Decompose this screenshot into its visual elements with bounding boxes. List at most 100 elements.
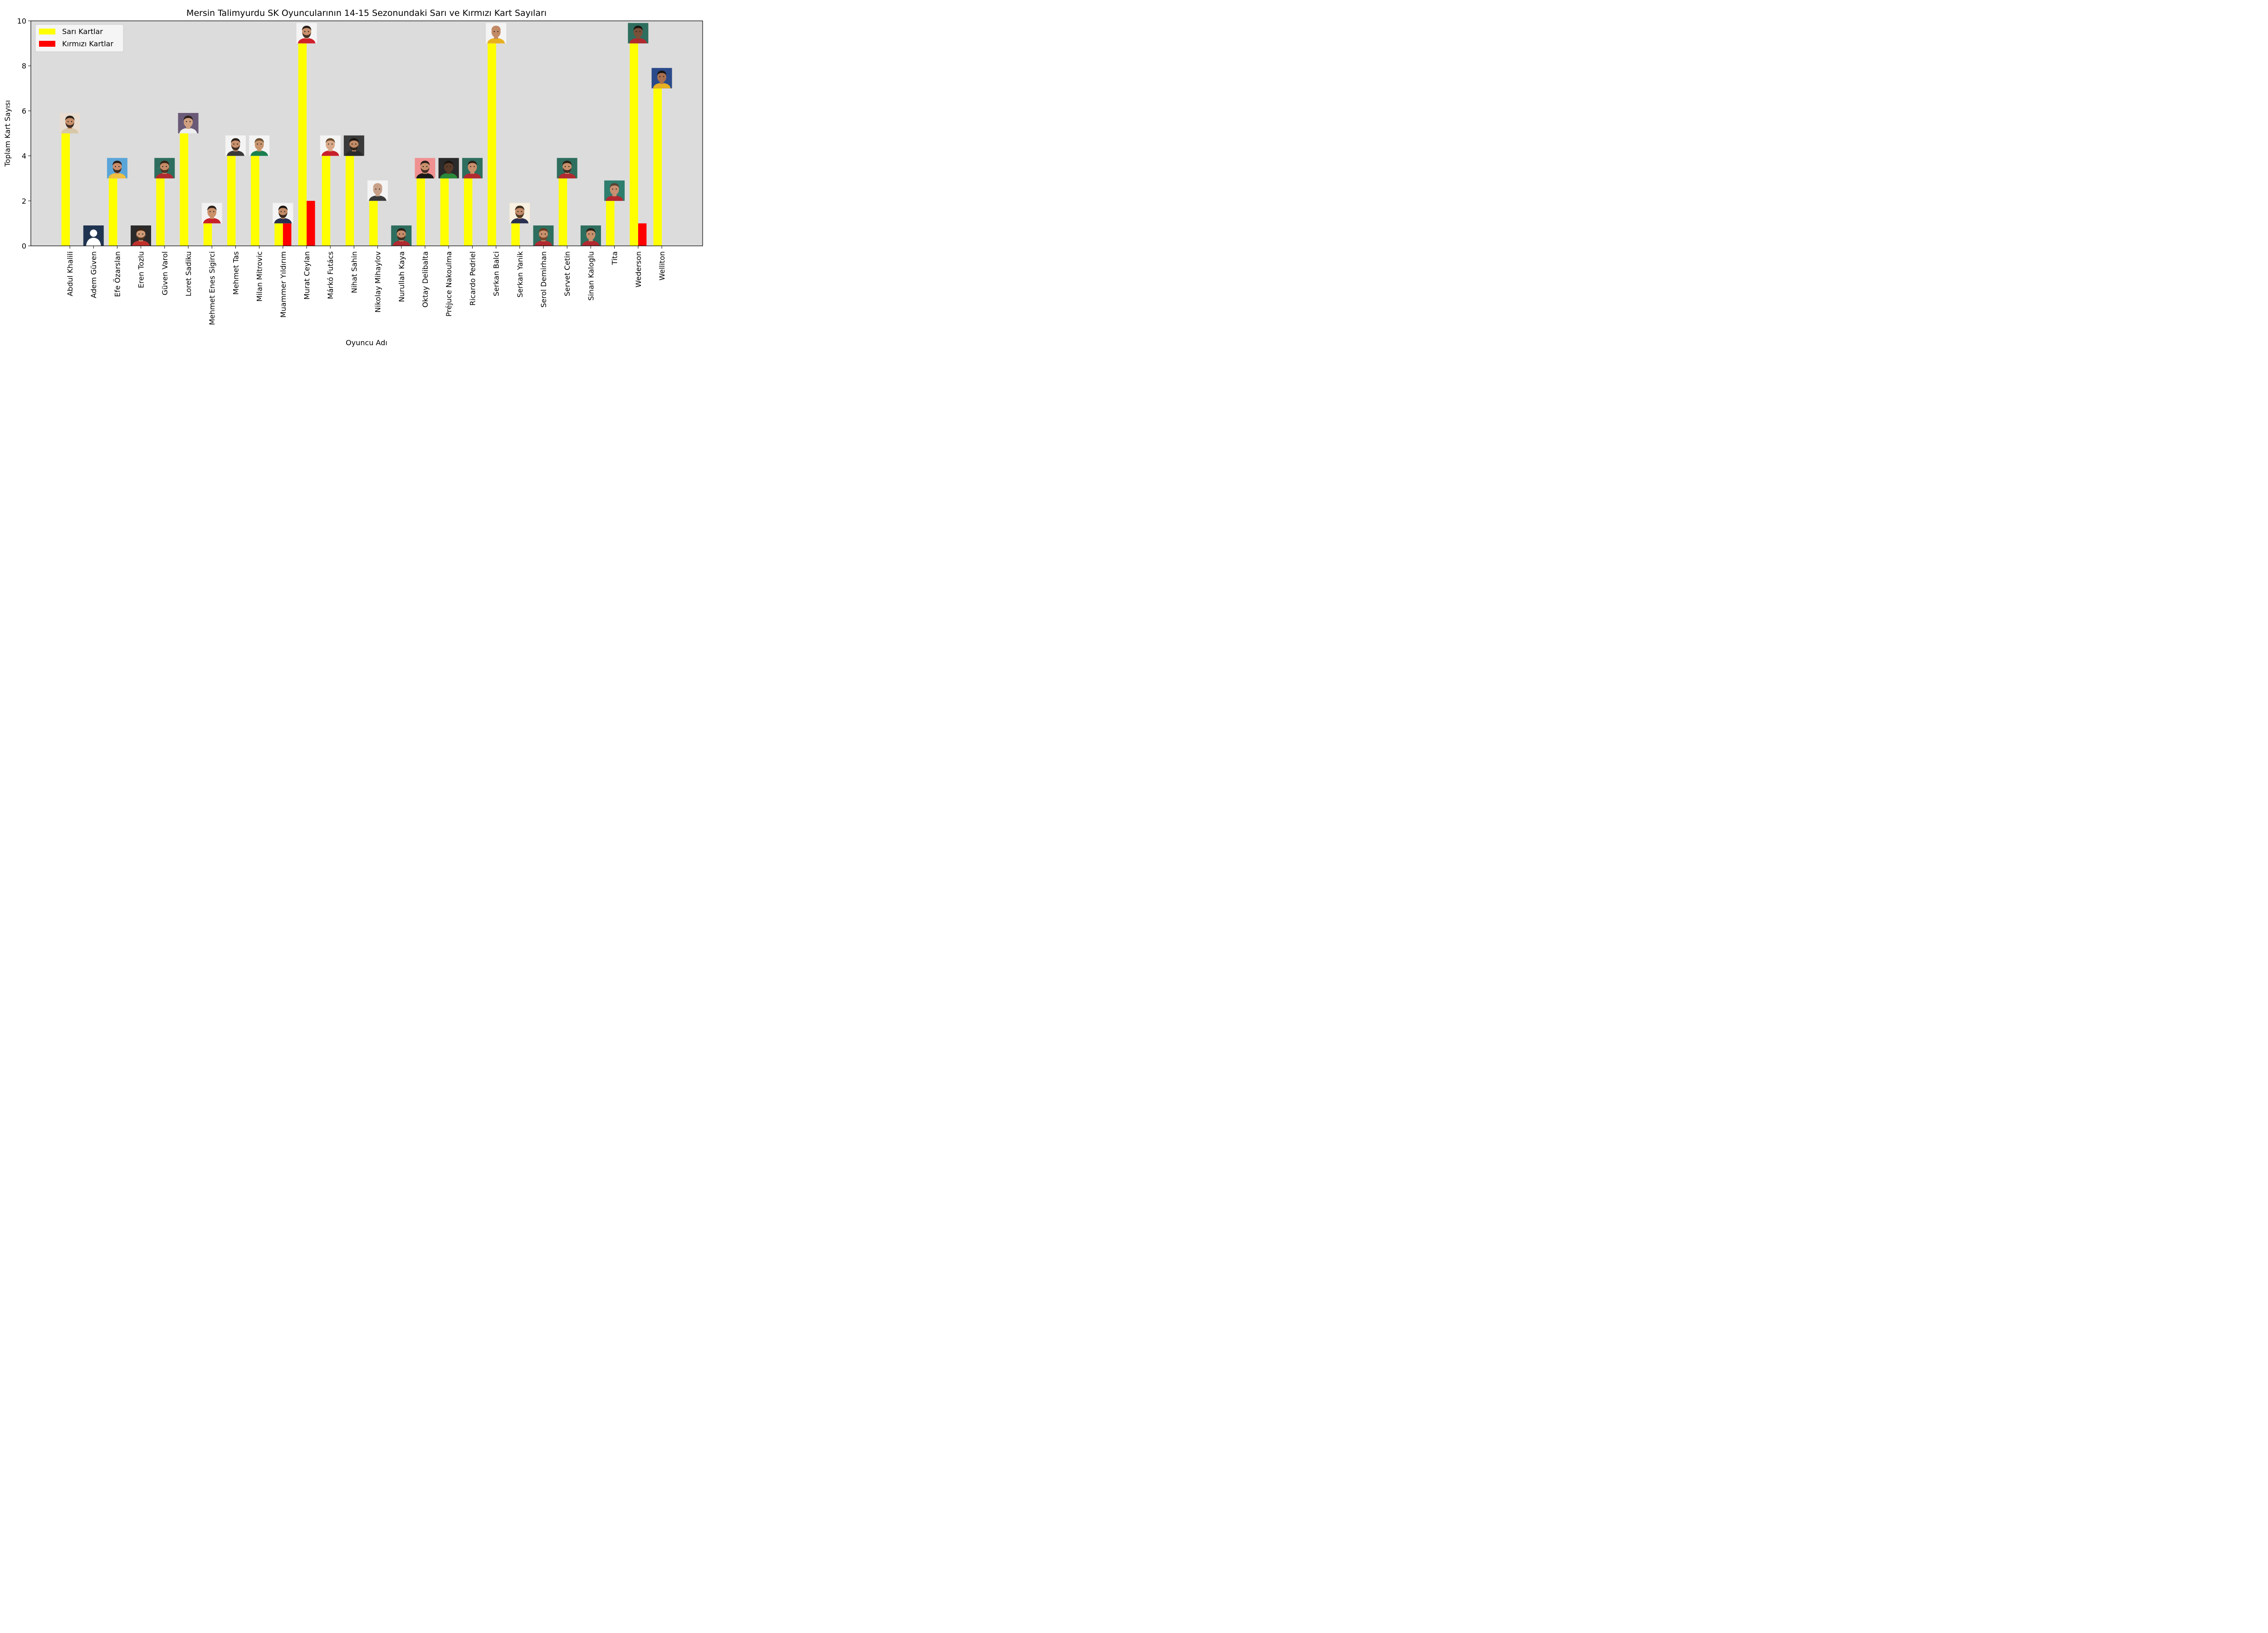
x-tick-label: Tita <box>611 251 619 265</box>
x-tick-label: Nikolay Mihaylov <box>374 251 382 313</box>
photo-face <box>633 26 643 38</box>
photo-shirt <box>582 240 600 246</box>
photo-hair <box>444 161 454 166</box>
player-photo <box>509 203 530 224</box>
photo-hair <box>65 116 75 121</box>
photo-eye <box>588 233 590 235</box>
player-photo <box>296 23 317 44</box>
x-tick-label: Efe Özarslan <box>113 251 122 297</box>
bar-yellow-cards <box>298 43 307 246</box>
photo-eye <box>189 121 191 122</box>
photo-eye <box>544 233 546 235</box>
player-photo <box>486 23 507 44</box>
y-tick-label: 6 <box>22 107 26 115</box>
photo-shirt <box>108 173 126 179</box>
photo-shirt <box>653 83 671 88</box>
legend-box <box>35 24 124 52</box>
bar-yellow-cards <box>227 156 236 246</box>
photo-shirt <box>558 173 576 179</box>
photo-hair <box>657 70 667 76</box>
x-tick-label: Muammer Yıldırım <box>279 251 288 318</box>
photo-hair <box>325 138 335 143</box>
bar-yellow-cards <box>156 178 165 246</box>
photo-eye <box>402 233 404 235</box>
bar-yellow-cards <box>274 223 283 246</box>
photo-eye <box>379 188 380 190</box>
bar-yellow-cards <box>345 156 354 246</box>
photo-beard <box>65 122 74 128</box>
player-photo <box>273 203 293 224</box>
photo-eye <box>426 166 428 167</box>
y-tick-label: 0 <box>22 242 26 250</box>
photo-eye <box>280 211 282 212</box>
photo-eye <box>138 233 140 235</box>
x-tick-label: Servet Cetin <box>563 251 572 296</box>
x-tick-label: Milan Mitrovic <box>255 251 264 302</box>
photo-beard <box>562 167 572 173</box>
photo-beard <box>539 235 548 240</box>
player-photos-layer <box>59 23 672 246</box>
photo-beard <box>137 235 146 240</box>
avatar-placeholder-body-icon <box>86 238 101 246</box>
photo-shirt <box>606 195 624 201</box>
y-tick-label: 8 <box>22 62 26 70</box>
x-tick-label: Mehmet Tas <box>231 251 240 295</box>
player-photo <box>178 113 199 133</box>
legend: Sarı Kartlar Kırmızı Kartlar <box>35 24 124 52</box>
x-axis-label: Oyuncu Adı <box>346 338 387 347</box>
photo-hair <box>183 116 193 121</box>
photo-eye <box>233 143 235 145</box>
x-tick-label: Adem Güven <box>89 251 98 298</box>
bar-yellow-cards <box>108 178 117 246</box>
photo-beard <box>279 212 288 218</box>
plot-frame <box>30 20 703 246</box>
photo-shirt <box>392 240 411 246</box>
x-tick-label: Nihat Sahin <box>350 251 358 293</box>
photo-eye <box>399 233 400 235</box>
photo-face <box>586 229 596 240</box>
photo-shirt <box>132 240 150 246</box>
photo-hair <box>538 228 548 233</box>
photo-beard <box>302 32 311 38</box>
photo-face <box>491 26 501 38</box>
photo-eye <box>284 211 285 212</box>
plot-area <box>31 21 703 246</box>
photo-eye <box>186 121 187 122</box>
photo-eye <box>568 166 570 167</box>
photo-hair <box>396 228 406 233</box>
photo-shirt <box>369 195 387 201</box>
player-photo <box>580 225 601 246</box>
photo-beard <box>160 167 169 173</box>
bar-yellow-cards <box>440 178 449 246</box>
y-tick-label: 10 <box>17 17 26 25</box>
photo-hair <box>633 25 643 31</box>
photo-shirt <box>226 150 244 156</box>
bar-yellow-cards <box>416 178 425 246</box>
photo-face <box>184 117 193 127</box>
photo-eye <box>612 188 613 190</box>
photo-eye <box>541 233 543 235</box>
x-tick-label: Oktay Delibalta <box>421 251 430 308</box>
photo-hair <box>230 138 240 143</box>
photo-hair <box>349 138 359 143</box>
photo-shirt <box>511 218 529 224</box>
bar-yellow-cards <box>558 178 567 246</box>
bar-yellow-cards <box>630 43 638 246</box>
photo-hair <box>373 183 383 188</box>
photo-eye <box>308 31 309 32</box>
photo-face <box>326 139 335 150</box>
bar-red-cards <box>307 200 315 246</box>
y-tick-label: 4 <box>22 152 26 161</box>
photo-beard <box>349 145 358 151</box>
x-axis: Abdul Khalili Adem Güven Efe Özarslan Eren … <box>66 246 666 325</box>
player-photo <box>83 225 104 246</box>
photo-eye <box>71 121 73 122</box>
photo-face <box>444 161 454 173</box>
photo-face <box>468 161 477 173</box>
photo-hair <box>160 161 170 166</box>
x-tick-label: Eren Tozlu <box>137 251 146 288</box>
photo-eye <box>497 31 499 32</box>
legend-label-yellow: Sarı Kartlar <box>62 27 103 36</box>
bar-red-cards <box>638 223 647 246</box>
bar-yellow-cards <box>488 43 496 246</box>
